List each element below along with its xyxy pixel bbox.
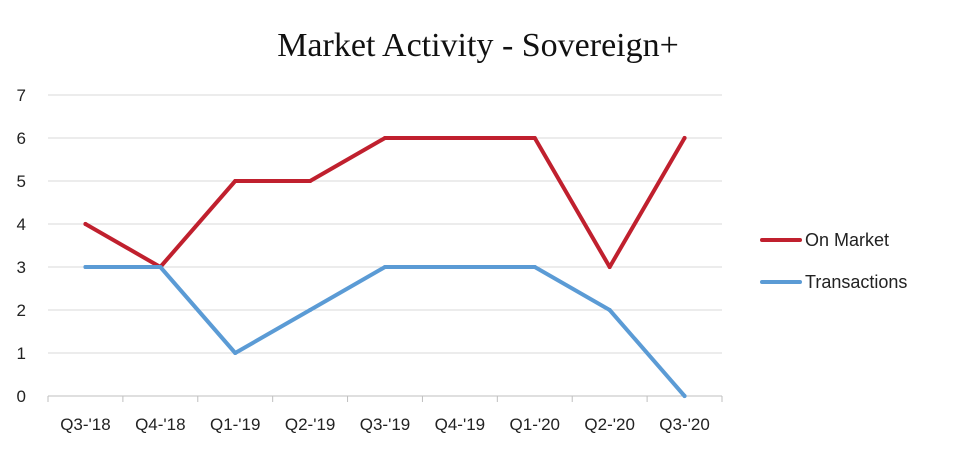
data-point	[457, 136, 462, 140]
y-tick-label: 5	[17, 172, 26, 191]
data-point	[83, 222, 88, 226]
data-point	[607, 308, 612, 312]
chart-title: Market Activity - Sovereign+	[277, 27, 679, 64]
x-tick-label: Q2-'19	[285, 415, 336, 434]
data-point	[83, 265, 88, 269]
y-tick-labels: 0 1 2 3 4 5 6 7	[17, 86, 26, 406]
x-tick-label: Q1-'20	[510, 415, 561, 434]
data-point	[308, 308, 313, 312]
x-tick-label: Q3-'20	[659, 415, 710, 434]
y-tick-label: 1	[17, 344, 26, 363]
data-point	[532, 265, 537, 269]
series-line-transactions	[83, 265, 687, 398]
data-point	[308, 179, 313, 183]
series-line-on-market	[83, 136, 687, 269]
y-tick-label: 3	[17, 258, 26, 277]
y-tick-label: 4	[17, 215, 26, 234]
data-point	[383, 265, 387, 269]
data-point	[532, 136, 537, 140]
y-tick-label: 6	[17, 129, 26, 148]
data-point	[682, 394, 687, 398]
data-point	[158, 265, 163, 269]
x-tick-label: Q2-'20	[584, 415, 635, 434]
y-tick-label: 0	[17, 387, 26, 406]
x-tick-label: Q4-'19	[435, 415, 486, 434]
y-tick-label: 2	[17, 301, 26, 320]
x-tick-label: Q3-'19	[360, 415, 411, 434]
legend-label: Transactions	[805, 272, 907, 292]
gridlines	[48, 94, 722, 354]
x-tick-label: Q1-'19	[210, 415, 261, 434]
data-point	[383, 136, 387, 140]
data-point	[233, 179, 238, 183]
axes	[47, 395, 723, 402]
data-point	[457, 265, 462, 269]
y-tick-label: 7	[17, 86, 26, 105]
series-lines	[83, 136, 687, 398]
x-tick-labels: Q3-'18 Q4-'18 Q1-'19 Q2-'19 Q3-'19 Q4-'19 Q1-'…	[60, 415, 710, 434]
data-point	[682, 136, 687, 140]
legend: On Market Transactions	[760, 230, 907, 292]
legend-label: On Market	[805, 230, 889, 250]
x-tick-label: Q3-'18	[60, 415, 111, 434]
data-point	[233, 351, 238, 355]
data-point	[607, 265, 612, 269]
x-tick-label: Q4-'18	[135, 415, 186, 434]
